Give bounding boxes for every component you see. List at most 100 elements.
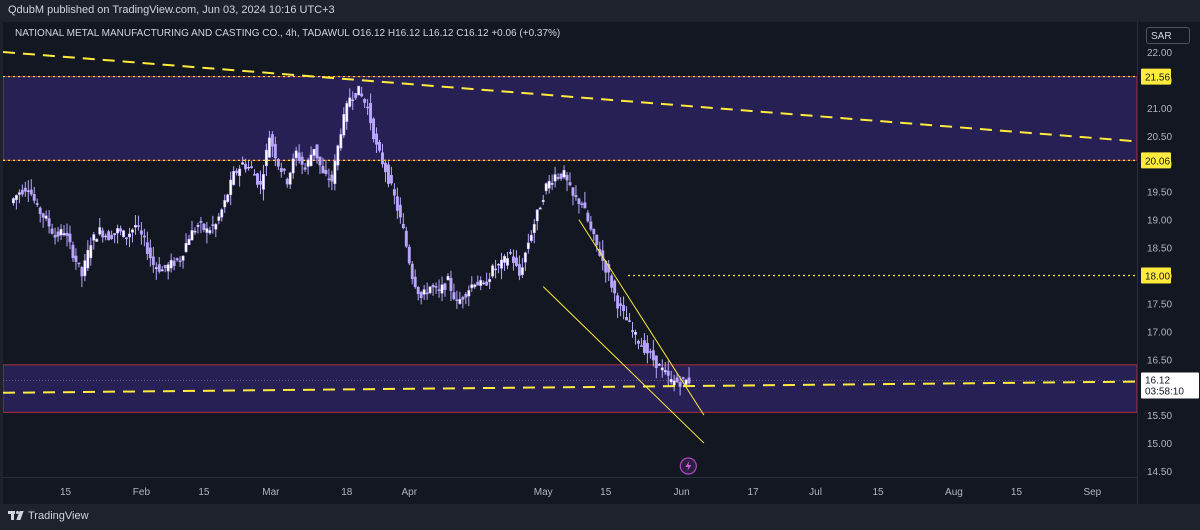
candle-body	[175, 258, 179, 261]
candle	[657, 362, 661, 366]
candle-body	[119, 228, 123, 232]
candle-body	[336, 145, 340, 166]
candle	[83, 253, 87, 282]
candle-body	[196, 225, 200, 227]
candle-body	[321, 166, 325, 174]
candle	[607, 260, 611, 282]
candle	[26, 180, 30, 203]
candle	[71, 241, 75, 262]
candle-body	[342, 113, 346, 136]
candle-body	[211, 224, 215, 227]
candle	[50, 223, 54, 235]
candle-body	[654, 355, 658, 368]
candle-body	[223, 200, 227, 208]
candle-body	[616, 295, 620, 309]
candle-body	[47, 218, 51, 227]
candle	[619, 297, 623, 317]
price-label-1: 20.06	[1141, 152, 1171, 169]
candle	[410, 261, 414, 285]
candle-body	[556, 177, 560, 179]
candle	[684, 378, 688, 386]
candle-body	[107, 231, 111, 241]
candle-body	[145, 242, 149, 254]
y-tick-label: 16.50	[1147, 355, 1172, 366]
candle	[473, 283, 477, 289]
candle	[217, 212, 221, 225]
candle	[669, 370, 673, 385]
candle	[520, 258, 524, 279]
candle-body	[375, 133, 378, 145]
x-tick-label: 15	[600, 487, 612, 498]
lightning-icon-bolt	[685, 461, 692, 471]
candle	[241, 156, 245, 165]
y-tick-label: 21.00	[1147, 104, 1172, 115]
candle	[47, 210, 51, 234]
current-price-bg	[1141, 372, 1199, 399]
candle-body	[208, 230, 212, 234]
candle-body	[354, 93, 358, 99]
candle-body	[273, 143, 277, 159]
candle-body	[68, 233, 72, 243]
candle	[431, 283, 435, 296]
candle	[300, 151, 304, 175]
candle	[276, 157, 280, 170]
candle-body	[41, 213, 45, 218]
candle-body	[357, 85, 361, 96]
candle	[565, 172, 569, 192]
candle	[98, 218, 102, 236]
candle-body	[443, 283, 447, 291]
x-tick-label: Jun	[674, 487, 690, 498]
candle-body	[190, 230, 194, 241]
candle	[142, 228, 146, 247]
candle	[312, 148, 316, 161]
candle-body	[437, 289, 441, 291]
candle-body	[428, 286, 432, 294]
candle-body	[83, 260, 87, 277]
candle-body	[363, 98, 367, 103]
candle	[139, 222, 143, 245]
candle	[196, 222, 200, 234]
symbol-legend[interactable]: NATIONAL METAL MANUFACTURING AND CASTING…	[15, 28, 560, 39]
candle	[381, 143, 384, 168]
candle-body	[583, 202, 587, 209]
chart-pane[interactable]: NATIONAL METAL MANUFACTURING AND CASTING…	[3, 22, 1137, 504]
publish-header: QdubM published on TradingView.com, Jun …	[0, 0, 1200, 22]
candle-body	[270, 134, 274, 147]
candle-body	[259, 180, 262, 185]
candle-body	[318, 156, 322, 166]
candle-body	[172, 260, 176, 266]
candle-body	[479, 280, 483, 286]
candle-body	[613, 280, 617, 294]
candle-body	[511, 256, 515, 263]
candle	[232, 166, 236, 186]
candle	[172, 257, 176, 271]
candle	[342, 107, 346, 138]
price-chart[interactable]	[3, 22, 1137, 504]
candle-body	[401, 223, 405, 229]
candle-body	[154, 267, 158, 270]
candle	[407, 244, 411, 265]
candle-body	[684, 379, 688, 385]
candle-body	[485, 281, 489, 286]
candle-body	[523, 252, 527, 263]
candle-body	[425, 292, 429, 295]
candle	[437, 279, 441, 298]
candle-body	[473, 284, 477, 288]
candle-body	[131, 229, 134, 233]
tradingview-brand[interactable]: TradingView	[8, 510, 89, 522]
candle	[547, 175, 551, 194]
candle	[44, 210, 48, 222]
currency-selector[interactable]: SAR	[1146, 27, 1190, 44]
price-axis[interactable]: SAR 22.0021.5021.0020.5020.0019.5019.001…	[1137, 22, 1200, 504]
candle	[303, 162, 307, 172]
candle	[193, 227, 197, 235]
candle-body	[532, 223, 536, 233]
candle	[529, 230, 533, 243]
x-tick-label: 15	[872, 487, 884, 498]
candle	[678, 375, 682, 396]
candle	[651, 339, 655, 367]
candle-body	[142, 235, 146, 238]
x-tick-label: Apr	[401, 487, 417, 498]
brand-name: TradingView	[28, 510, 89, 522]
time-axis[interactable]: 15 Feb 15 Mar 18 Apr May 15 Jun 17 Jul 15 Aug 15 Sep	[3, 477, 1137, 505]
